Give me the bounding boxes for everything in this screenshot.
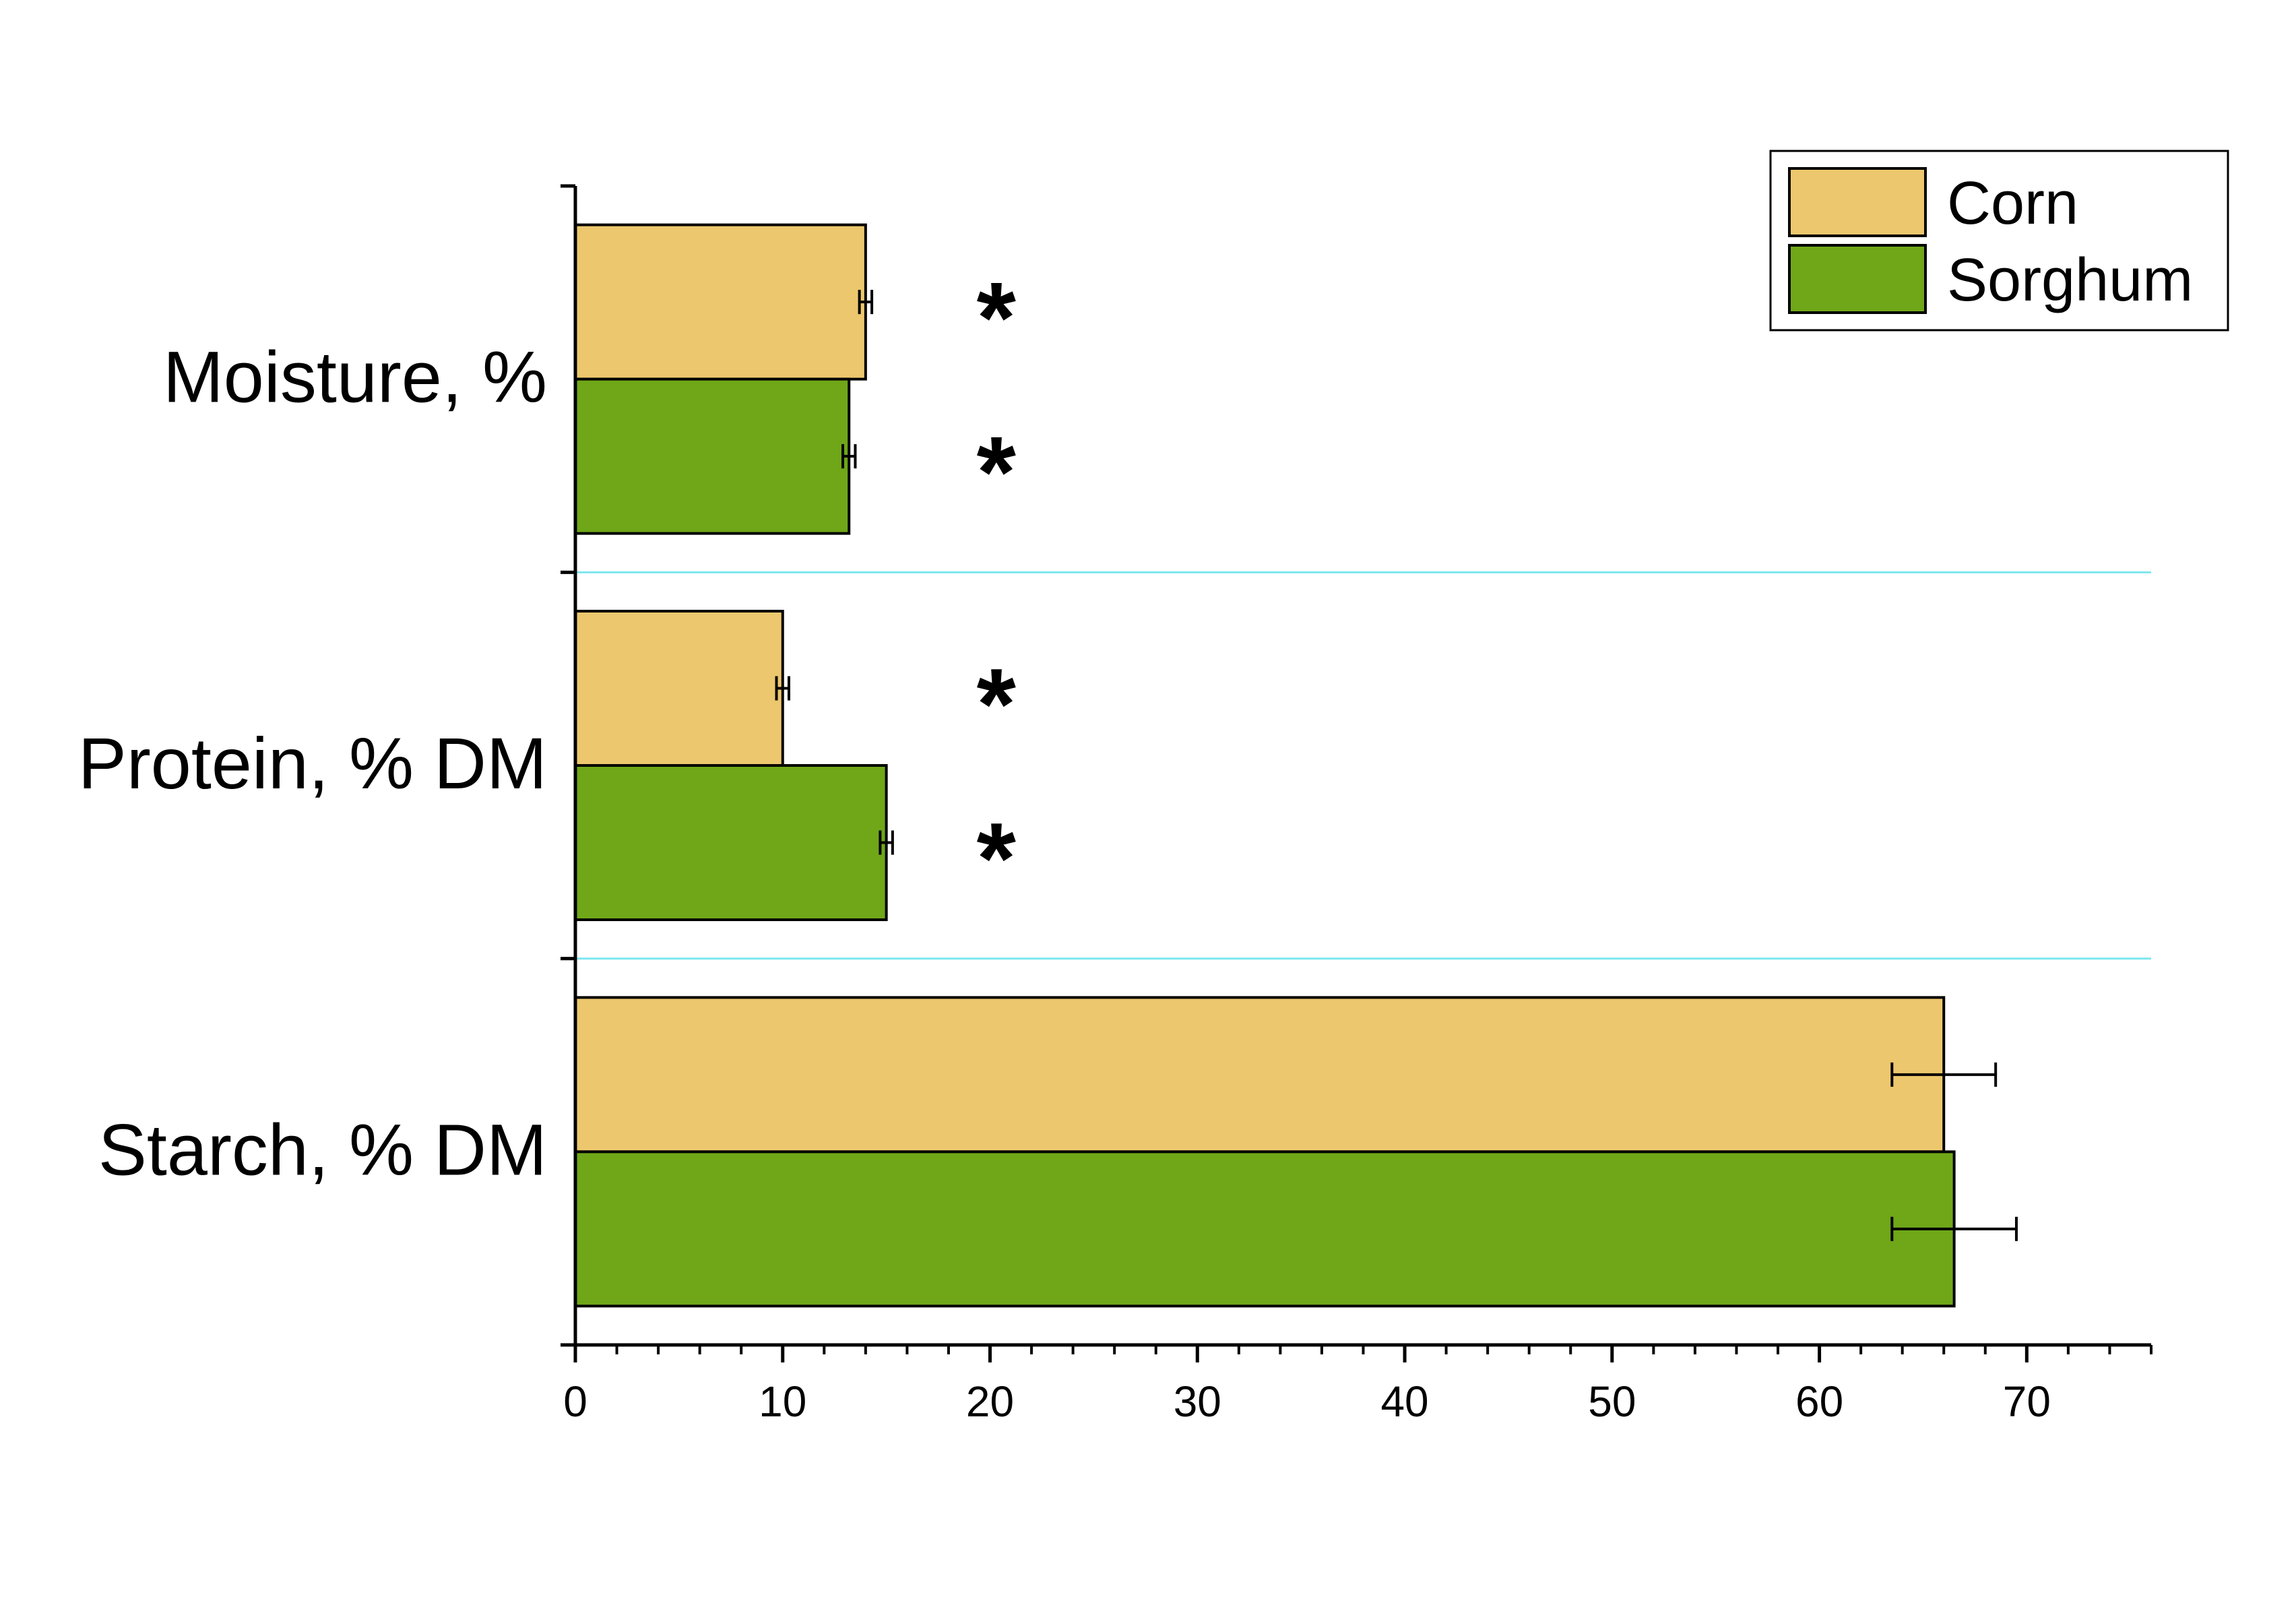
legend-swatch-corn <box>1788 167 1927 237</box>
x-tick-label-50: 50 <box>1588 1377 1636 1426</box>
error-bar-layer <box>775 290 2018 1241</box>
x-tick-label-0: 0 <box>563 1377 587 1426</box>
x-tick-label-30: 30 <box>1174 1377 1221 1426</box>
bar-layer <box>574 223 1956 1308</box>
x-tick-label-20: 20 <box>966 1377 1014 1426</box>
x-tick-label-70: 70 <box>2003 1377 2051 1426</box>
significance-marker: * <box>977 261 1017 374</box>
category-label-protein-dm: Protein, % DM <box>78 722 547 804</box>
x-tick-label-40: 40 <box>1380 1377 1428 1426</box>
category-label-moisture: Moisture, % <box>163 336 547 418</box>
label-layer: * * Moisture, % * * Protein, % DM Starch, % DM <box>78 261 1017 1190</box>
bar-sorghum-starch-dm <box>574 1150 1956 1308</box>
x-tick-label-60: 60 <box>1795 1377 1843 1426</box>
bar-corn-protein-dm <box>574 610 784 767</box>
bar-sorghum-moisture <box>574 377 851 535</box>
bar-sorghum-protein-dm <box>574 764 888 921</box>
grid-layer <box>575 571 2151 960</box>
significance-marker: * <box>977 802 1017 915</box>
category-label-starch-dm: Starch, % DM <box>98 1108 547 1190</box>
significance-marker: * <box>977 415 1017 528</box>
axis-layer: 0 10 20 30 40 50 60 70 <box>561 184 2152 1426</box>
legend-label-corn: Corn <box>1947 170 2078 237</box>
bar-corn-moisture <box>574 223 867 381</box>
legend: Corn Sorghum <box>1769 150 2229 332</box>
significance-marker: * <box>977 648 1017 761</box>
x-tick-label-10: 10 <box>759 1377 806 1426</box>
legend-label-sorghum: Sorghum <box>1947 247 2193 314</box>
bar-corn-starch-dm <box>574 996 1946 1154</box>
legend-swatch-sorghum <box>1788 244 1927 314</box>
